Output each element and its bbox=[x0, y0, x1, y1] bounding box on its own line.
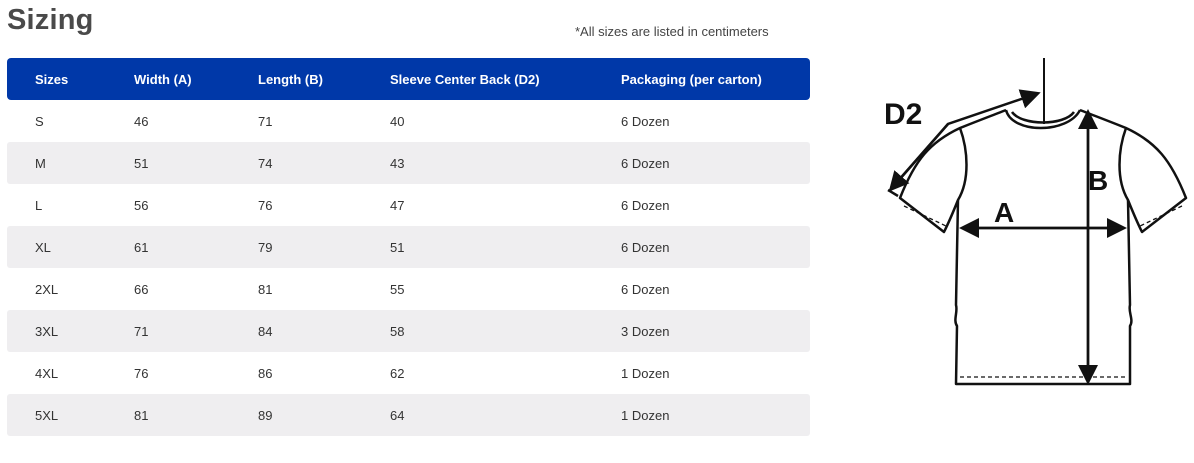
label-b: B bbox=[1088, 165, 1108, 196]
table-row: XL 61 79 51 6 Dozen bbox=[7, 226, 810, 268]
cell-packaging: 1 Dozen bbox=[621, 407, 670, 423]
cell-length: 89 bbox=[258, 407, 273, 423]
cell-length: 84 bbox=[258, 323, 273, 339]
cell-size: 2XL bbox=[35, 281, 59, 297]
header-sizes: Sizes bbox=[35, 71, 69, 87]
cell-size: M bbox=[35, 155, 46, 171]
cell-size: S bbox=[35, 113, 44, 129]
units-note: *All sizes are listed in centimeters bbox=[575, 24, 769, 39]
table-row: 3XL 71 84 58 3 Dozen bbox=[7, 310, 810, 352]
cell-sleeve: 47 bbox=[390, 197, 405, 213]
header-width: Width (A) bbox=[134, 71, 192, 87]
cell-sleeve: 62 bbox=[390, 365, 405, 381]
cell-sleeve: 43 bbox=[390, 155, 405, 171]
cell-width: 51 bbox=[134, 155, 149, 171]
header-length: Length (B) bbox=[258, 71, 323, 87]
cell-sleeve: 55 bbox=[390, 281, 405, 297]
cell-packaging: 6 Dozen bbox=[621, 197, 670, 213]
table-row: L 56 76 47 6 Dozen bbox=[7, 184, 810, 226]
table-row: 5XL 81 89 64 1 Dozen bbox=[7, 394, 810, 436]
cell-length: 79 bbox=[258, 239, 273, 255]
cell-length: 74 bbox=[258, 155, 273, 171]
cell-packaging: 6 Dozen bbox=[621, 281, 670, 297]
header-sleeve: Sleeve Center Back (D2) bbox=[390, 71, 540, 87]
cell-size: 5XL bbox=[35, 407, 59, 423]
cell-packaging: 3 Dozen bbox=[621, 323, 670, 339]
header-packaging: Packaging (per carton) bbox=[621, 71, 762, 87]
cell-length: 86 bbox=[258, 365, 273, 381]
cell-length: 81 bbox=[258, 281, 273, 297]
label-d2: D2 bbox=[884, 98, 922, 131]
page-title: Sizing bbox=[7, 4, 94, 36]
cell-length: 71 bbox=[258, 113, 273, 129]
cell-sleeve: 58 bbox=[390, 323, 405, 339]
cell-packaging: 6 Dozen bbox=[621, 239, 670, 255]
cell-packaging: 6 Dozen bbox=[621, 155, 670, 171]
table-row: S 46 71 40 6 Dozen bbox=[7, 100, 810, 142]
cell-sleeve: 51 bbox=[390, 239, 405, 255]
cell-size: 4XL bbox=[35, 365, 59, 381]
cell-size: XL bbox=[35, 239, 51, 255]
label-a: A bbox=[994, 197, 1014, 228]
table-row: 4XL 76 86 62 1 Dozen bbox=[7, 352, 810, 394]
cell-width: 66 bbox=[134, 281, 149, 297]
cell-width: 76 bbox=[134, 365, 149, 381]
table-row: M 51 74 43 6 Dozen bbox=[7, 142, 810, 184]
table-header-row: Sizes Width (A) Length (B) Sleeve Center… bbox=[7, 58, 810, 100]
cell-sleeve: 40 bbox=[390, 113, 405, 129]
size-chart-table: Sizes Width (A) Length (B) Sleeve Center… bbox=[7, 58, 810, 436]
table-row: 2XL 66 81 55 6 Dozen bbox=[7, 268, 810, 310]
cell-width: 71 bbox=[134, 323, 149, 339]
cell-width: 61 bbox=[134, 239, 149, 255]
cell-packaging: 1 Dozen bbox=[621, 365, 670, 381]
cell-width: 56 bbox=[134, 197, 149, 213]
cell-size: L bbox=[35, 197, 43, 213]
cell-packaging: 6 Dozen bbox=[621, 113, 670, 129]
cell-size: 3XL bbox=[35, 323, 59, 339]
cell-width: 46 bbox=[134, 113, 149, 129]
table-body: S 46 71 40 6 Dozen M 51 74 43 6 Dozen L 56 76 47 6 Doz… bbox=[7, 100, 810, 436]
cell-width: 81 bbox=[134, 407, 149, 423]
cell-sleeve: 64 bbox=[390, 407, 405, 423]
tshirt-measurement-icon: D2 A B bbox=[860, 50, 1194, 395]
cell-length: 76 bbox=[258, 197, 273, 213]
